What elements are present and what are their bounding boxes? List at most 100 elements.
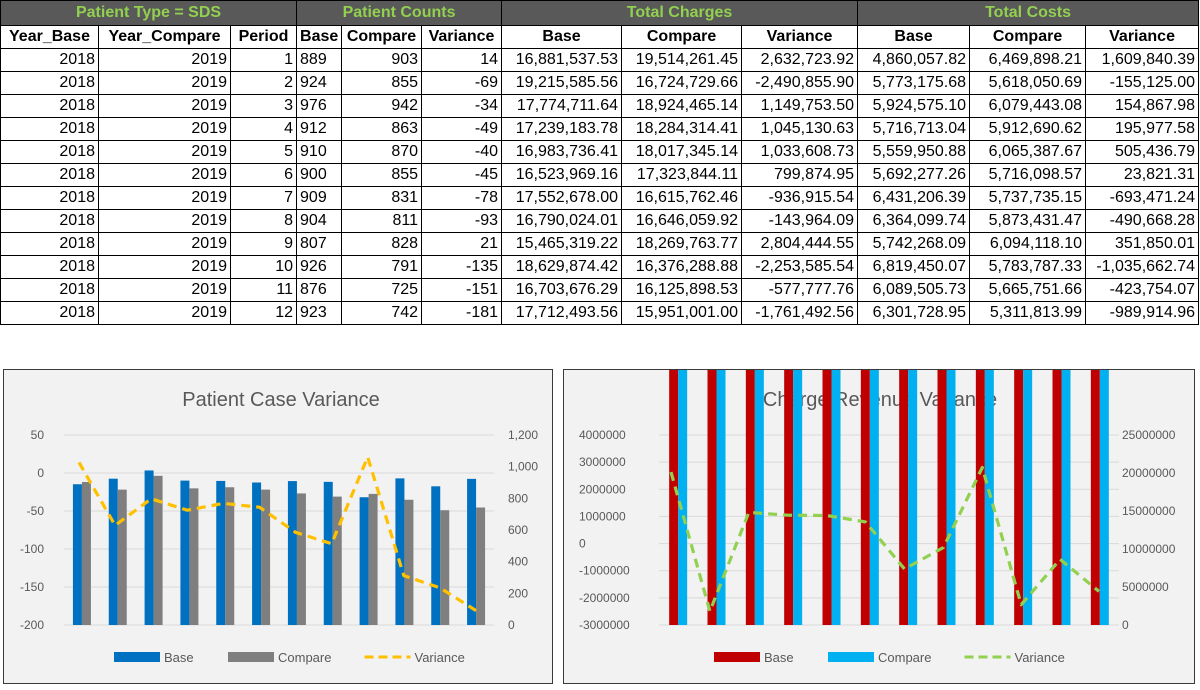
table-cell[interactable]: 6,079,443.08 bbox=[969, 94, 1087, 118]
table-cell[interactable]: 2019 bbox=[98, 117, 231, 141]
bar-base-12[interactable] bbox=[1090, 62, 1100, 626]
table-cell[interactable]: 855 bbox=[341, 163, 423, 187]
bar-base-5[interactable] bbox=[216, 480, 226, 625]
table-cell[interactable]: 7 bbox=[229, 186, 298, 210]
table-cell[interactable]: 799,874.95 bbox=[741, 163, 859, 187]
table-cell[interactable]: 2 bbox=[229, 71, 298, 95]
table-cell[interactable]: -423,754.07 bbox=[1085, 278, 1200, 302]
table-cell[interactable]: 912 bbox=[296, 117, 343, 141]
bar-compare-7[interactable] bbox=[296, 493, 306, 625]
table-cell[interactable]: 2018 bbox=[0, 163, 99, 187]
table-cell[interactable]: -936,915.54 bbox=[741, 186, 859, 210]
bar-compare-4[interactable] bbox=[189, 488, 199, 625]
table-cell[interactable]: 5,692,277.26 bbox=[857, 163, 971, 187]
table-cell[interactable]: 870 bbox=[341, 140, 423, 164]
table-cell[interactable]: -69 bbox=[421, 71, 503, 95]
patient-case-variance-chart[interactable]: Patient Case Variance 50 0 -50 -100 -150 -200 1… bbox=[3, 369, 553, 684]
table-cell[interactable]: 828 bbox=[341, 232, 423, 256]
table-cell[interactable]: 10 bbox=[229, 255, 298, 279]
table-cell[interactable]: 2018 bbox=[0, 117, 99, 141]
table-cell[interactable]: 17,323,844.11 bbox=[621, 163, 743, 187]
table-cell[interactable]: -45 bbox=[421, 163, 503, 187]
table-cell[interactable]: -577,777.76 bbox=[741, 278, 859, 302]
table-cell[interactable]: 15,465,319.22 bbox=[501, 232, 623, 256]
table-cell[interactable]: -2,490,855.90 bbox=[741, 71, 859, 95]
table-cell[interactable]: 1,045,130.63 bbox=[741, 117, 859, 141]
table-cell[interactable]: -693,471.24 bbox=[1085, 186, 1200, 210]
bar-base-1[interactable] bbox=[72, 484, 82, 625]
bar-base-4[interactable] bbox=[180, 480, 190, 625]
table-cell[interactable]: 2019 bbox=[98, 48, 231, 72]
table-cell[interactable]: 18,924,465.14 bbox=[621, 94, 743, 118]
table-cell[interactable]: 2019 bbox=[98, 278, 231, 302]
table-cell[interactable]: 2,804,444.55 bbox=[741, 232, 859, 256]
table-cell[interactable]: -40 bbox=[421, 140, 503, 164]
bar-base-12[interactable] bbox=[467, 478, 477, 625]
table-cell[interactable]: 6,094,118.10 bbox=[969, 232, 1087, 256]
table-cell[interactable]: 2,632,723.92 bbox=[741, 48, 859, 72]
bar-base-7[interactable] bbox=[899, 67, 909, 625]
table-cell[interactable]: 16,523,969.16 bbox=[501, 163, 623, 187]
bar-compare-2[interactable] bbox=[117, 489, 127, 625]
table-cell[interactable]: 2019 bbox=[98, 163, 231, 187]
table-cell[interactable]: 16,376,288.88 bbox=[621, 255, 743, 279]
bar-compare-12[interactable] bbox=[476, 507, 486, 625]
bar-compare-12[interactable] bbox=[1099, 110, 1109, 625]
table-cell[interactable]: 2018 bbox=[0, 209, 99, 233]
bar-compare-5[interactable] bbox=[225, 487, 235, 625]
table-cell[interactable]: 6,089,505.73 bbox=[857, 278, 971, 302]
bar-base-3[interactable] bbox=[144, 470, 154, 625]
table-cell[interactable]: 2018 bbox=[0, 94, 99, 118]
table-cell[interactable]: -143,964.09 bbox=[741, 209, 859, 233]
table-cell[interactable]: 5,716,713.04 bbox=[857, 117, 971, 141]
bar-base-9[interactable] bbox=[975, 123, 985, 626]
table-cell[interactable]: 12 bbox=[229, 301, 298, 325]
table-cell[interactable]: 17,239,183.78 bbox=[501, 117, 623, 141]
table-cell[interactable]: 17,552,678.00 bbox=[501, 186, 623, 210]
bar-compare-8[interactable] bbox=[332, 496, 342, 625]
table-cell[interactable]: 5,618,050.69 bbox=[969, 71, 1087, 95]
bar-base-9[interactable] bbox=[359, 497, 369, 625]
table-cell[interactable]: 17,774,711.64 bbox=[501, 94, 623, 118]
table-cell[interactable]: 1 bbox=[229, 48, 298, 72]
table-cell[interactable]: 6,364,099.74 bbox=[857, 209, 971, 233]
table-cell[interactable]: 505,436.79 bbox=[1085, 140, 1200, 164]
table-cell[interactable]: 6,065,387.67 bbox=[969, 140, 1087, 164]
bar-base-4[interactable] bbox=[784, 75, 794, 625]
table-cell[interactable]: 16,790,024.01 bbox=[501, 209, 623, 233]
table-cell[interactable]: -155,125.00 bbox=[1085, 71, 1200, 95]
bar-base-10[interactable] bbox=[395, 478, 405, 625]
table-cell[interactable]: 4,860,057.82 bbox=[857, 48, 971, 72]
table-cell[interactable]: 18,269,763.77 bbox=[621, 232, 743, 256]
table-cell[interactable]: 15,951,001.00 bbox=[621, 301, 743, 325]
table-cell[interactable]: 3 bbox=[229, 94, 298, 118]
table-cell[interactable]: 5,783,787.33 bbox=[969, 255, 1087, 279]
table-cell[interactable]: 18,284,314.41 bbox=[621, 117, 743, 141]
bar-compare-3[interactable] bbox=[754, 29, 764, 626]
table-cell[interactable]: 924 bbox=[296, 71, 343, 95]
table-cell[interactable]: -93 bbox=[421, 209, 503, 233]
bar-base-3[interactable] bbox=[745, 61, 755, 625]
table-cell[interactable]: 14 bbox=[421, 48, 503, 72]
table-cell[interactable]: 5,873,431.47 bbox=[969, 209, 1087, 233]
bar-compare-7[interactable] bbox=[908, 92, 918, 626]
table-cell[interactable]: -135 bbox=[421, 255, 503, 279]
table-cell[interactable]: 16,125,898.53 bbox=[621, 278, 743, 302]
table-cell[interactable]: 903 bbox=[341, 48, 423, 72]
table-cell[interactable]: 16,881,537.53 bbox=[501, 48, 623, 72]
table-cell[interactable]: 725 bbox=[341, 278, 423, 302]
bar-base-11[interactable] bbox=[431, 486, 441, 625]
table-cell[interactable]: 195,977.58 bbox=[1085, 117, 1200, 141]
bar-base-6[interactable] bbox=[252, 482, 262, 626]
bar-base-2[interactable] bbox=[108, 478, 118, 625]
bar-base-10[interactable] bbox=[1014, 37, 1024, 625]
table-cell[interactable]: 2019 bbox=[98, 186, 231, 210]
bar-compare-10[interactable] bbox=[1023, 99, 1033, 626]
table-cell[interactable]: 6,819,450.07 bbox=[857, 255, 971, 279]
table-cell[interactable]: -490,668.28 bbox=[1085, 209, 1200, 233]
table-cell[interactable]: 2019 bbox=[98, 94, 231, 118]
table-cell[interactable]: -34 bbox=[421, 94, 503, 118]
table-cell[interactable]: 904 bbox=[296, 209, 343, 233]
table-cell[interactable]: 5,737,735.15 bbox=[969, 186, 1087, 210]
bar-compare-11[interactable] bbox=[440, 510, 450, 625]
